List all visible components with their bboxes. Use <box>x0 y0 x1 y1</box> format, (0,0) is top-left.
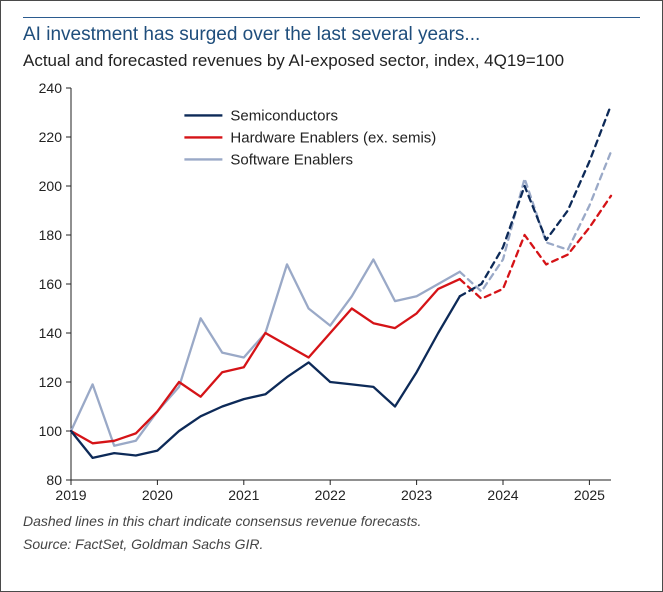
series-Software Enablers <box>71 260 460 446</box>
chart-title: AI investment has surged over the last s… <box>23 24 640 46</box>
svg-text:220: 220 <box>39 129 63 145</box>
svg-text:120: 120 <box>39 374 63 390</box>
top-rule <box>23 17 640 18</box>
footnote-forecast: Dashed lines in this chart indicate cons… <box>23 512 640 531</box>
svg-text:2020: 2020 <box>142 487 173 503</box>
svg-text:2022: 2022 <box>315 487 346 503</box>
chart-svg: 80 100 120 140 160 180 200 220 240 2019 2020 2021 20… <box>23 78 623 508</box>
svg-text:2023: 2023 <box>401 487 432 503</box>
svg-text:2019: 2019 <box>55 487 86 503</box>
chart-card: AI investment has surged over the last s… <box>0 0 663 592</box>
series-Hardware Enablers (ex. semis) <box>71 279 460 443</box>
chart-subtitle: Actual and forecasted revenues by AI-exp… <box>23 50 640 72</box>
svg-text:160: 160 <box>39 276 63 292</box>
line-chart: 80 100 120 140 160 180 200 220 240 2019 2020 2021 20… <box>23 78 623 508</box>
svg-text:2024: 2024 <box>487 487 518 503</box>
svg-text:80: 80 <box>46 472 62 488</box>
svg-text:140: 140 <box>39 325 63 341</box>
svg-text:180: 180 <box>39 227 63 243</box>
series-forecast-Semiconductors <box>460 105 611 296</box>
svg-text:200: 200 <box>39 178 63 194</box>
legend-label: Software Enablers <box>230 152 353 169</box>
svg-text:2021: 2021 <box>228 487 259 503</box>
legend-label: Semiconductors <box>230 108 338 125</box>
svg-text:240: 240 <box>39 80 63 96</box>
series-Semiconductors <box>71 296 460 458</box>
legend-label: Hardware Enablers (ex. semis) <box>230 130 436 147</box>
svg-text:100: 100 <box>39 423 63 439</box>
series-forecast-Software Enablers <box>460 152 611 292</box>
svg-text:2025: 2025 <box>574 487 605 503</box>
footnote-source: Source: FactSet, Goldman Sachs GIR. <box>23 535 640 554</box>
